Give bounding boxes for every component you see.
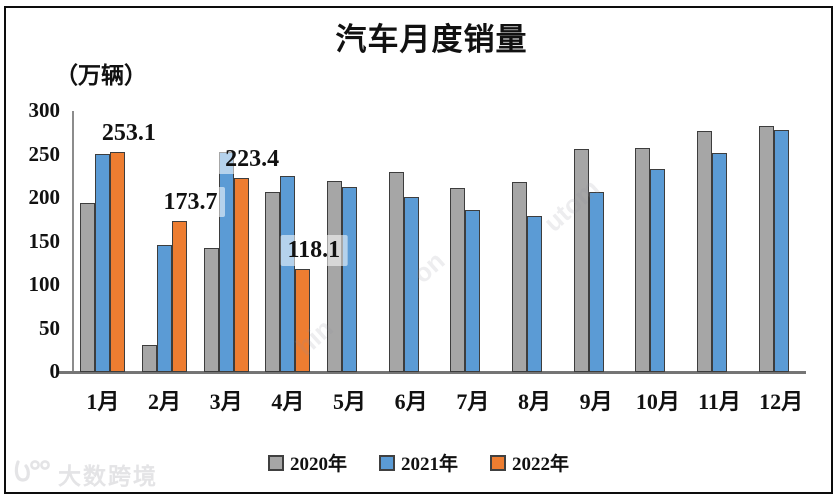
brand-watermark: 大数跨境 (12, 457, 158, 491)
x-axis-line (58, 371, 806, 374)
bar-2021年-11月 (712, 152, 727, 372)
bar-2021年-9月 (588, 192, 604, 372)
bar-2021年-2月 (157, 245, 172, 372)
data-label: 223.4 (218, 143, 287, 175)
bar-2021年-4月 (280, 176, 296, 372)
bar-2021年-12月 (773, 129, 789, 372)
x-axis-label-5月: 5月 (332, 389, 366, 414)
bar-2020年-7月 (450, 188, 466, 372)
data-label: 253.1 (94, 117, 163, 149)
legend-item-2022年: 2022年 (490, 449, 569, 476)
bar-2021年-3月 (218, 152, 234, 372)
bar-2020年-3月 (203, 247, 219, 372)
x-axis-label-7月: 7月 (456, 389, 490, 414)
bar-2021年-5月 (342, 186, 357, 372)
legend-swatch (378, 454, 395, 471)
y-tick-label: 300 (28, 98, 61, 122)
chart-title: 汽车月度销量 (335, 22, 528, 57)
legend-swatch (267, 454, 284, 471)
bar-2022年-4月 (295, 269, 311, 372)
x-axis-label-4月: 4月 (271, 389, 305, 414)
y-tick-label: 0 (49, 359, 61, 383)
bar-2020年-10月 (635, 148, 651, 372)
x-axis-label-2月: 2月 (147, 389, 181, 414)
x-axis-label-6月: 6月 (394, 389, 428, 414)
y-tick-label: 150 (28, 228, 61, 253)
legend-label: 2021年 (400, 454, 458, 475)
legend-item-2020年: 2020年 (267, 449, 347, 476)
brand-watermark-text: 大数跨境 (58, 464, 158, 489)
bar-2020年-8月 (512, 181, 527, 372)
bar-2020年-9月 (573, 148, 589, 372)
bar-2021年-7月 (465, 209, 481, 372)
legend-swatch (490, 454, 506, 471)
x-axis-label-11月: 11月 (698, 389, 741, 414)
x-axis-label-3月: 3月 (209, 389, 243, 414)
bar-2020年-4月 (265, 191, 281, 372)
bar-2020年-6月 (388, 171, 404, 372)
data-label: 173.7 (156, 186, 225, 218)
bar-2020年-5月 (327, 181, 342, 372)
bar-2021年-6月 (403, 196, 419, 372)
legend-label: 2020年 (289, 454, 347, 475)
bar-2022年-3月 (233, 177, 249, 372)
bar-2020年-1月 (80, 203, 96, 372)
y-tick-label: 100 (28, 272, 61, 296)
legend-label: 2022年 (512, 454, 570, 475)
y-axis-line (72, 111, 74, 372)
x-axis-label-12月: 12月 (759, 389, 804, 414)
bar-2020年-12月 (758, 125, 774, 372)
bar-2021年-10月 (650, 169, 666, 372)
x-axis-label-8月: 8月 (517, 389, 551, 414)
y-tick-label: 250 (28, 141, 61, 166)
x-axis-label-1月: 1月 (86, 389, 120, 414)
bar-2022年-1月 (110, 151, 126, 372)
bar-2020年-2月 (142, 345, 157, 372)
data-label: 118.1 (280, 235, 348, 266)
legend-item-2021年: 2021年 (378, 449, 458, 476)
bar-2021年-1月 (95, 154, 111, 372)
bar-2020年-11月 (697, 131, 712, 372)
plot-area: 0 50 100 150 200 250 300 1月 2月 3月 4月 5月 6月 7月 8月 9月 10月 1… (29, 98, 812, 414)
y-axis-unit-label: （万辆） (55, 63, 147, 88)
bar-2021年-8月 (527, 215, 542, 372)
x-axis-label-9月: 9月 (579, 389, 613, 414)
x-axis-label-10月: 10月 (635, 389, 680, 414)
legend: 2020年 2021年 2022年 (0, 449, 837, 476)
brand-logo-icon (12, 459, 52, 490)
y-tick-label: 50 (39, 315, 60, 340)
y-tick-label: 200 (28, 185, 61, 209)
bar-2022年-2月 (172, 220, 187, 372)
